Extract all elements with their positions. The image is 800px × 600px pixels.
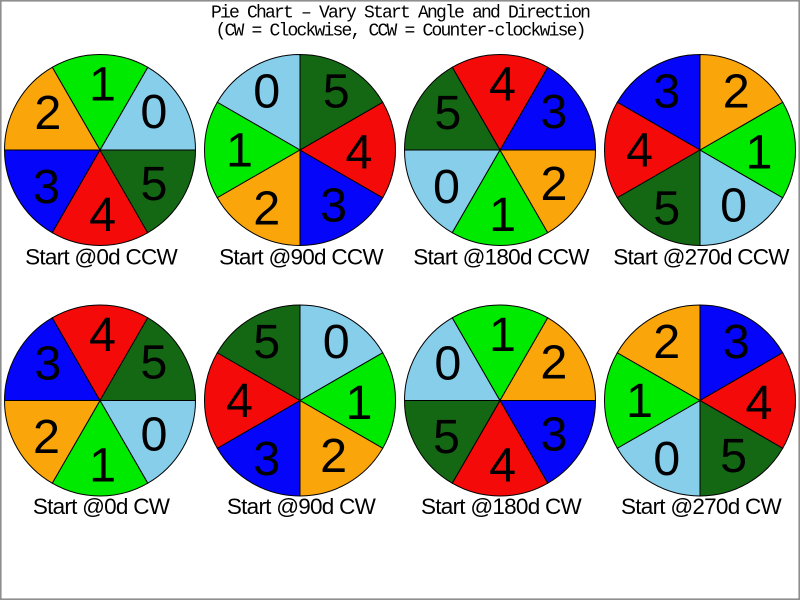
svg-text:Start @90d CCW: Start @90d CCW — [219, 245, 384, 270]
svg-text:0: 0 — [323, 315, 350, 369]
svg-text:Start @90d CW: Start @90d CW — [227, 494, 377, 519]
svg-text:0: 0 — [140, 85, 167, 139]
svg-text:1: 1 — [626, 374, 653, 428]
svg-text:Pie Chart – Vary Start Angle a: Pie Chart – Vary Start Angle and Directi… — [211, 4, 590, 24]
svg-text:3: 3 — [320, 179, 347, 233]
svg-text:2: 2 — [33, 410, 60, 464]
svg-text:5: 5 — [253, 315, 280, 369]
svg-text:5: 5 — [433, 410, 460, 464]
svg-text:Start @180d CCW: Start @180d CCW — [413, 245, 590, 270]
svg-text:1: 1 — [346, 376, 373, 430]
svg-text:Start @270d CCW: Start @270d CCW — [613, 245, 790, 270]
svg-text:1: 1 — [489, 308, 516, 362]
svg-text:2: 2 — [34, 86, 61, 140]
svg-text:2: 2 — [653, 315, 680, 369]
svg-text:3: 3 — [33, 160, 60, 214]
svg-text:4: 4 — [346, 126, 373, 180]
svg-text:0: 0 — [141, 408, 168, 462]
svg-text:2: 2 — [320, 429, 347, 483]
svg-text:0: 0 — [433, 160, 460, 214]
svg-text:3: 3 — [653, 65, 680, 119]
svg-text:(CW = Clockwise, CCW = Counter: (CW = Clockwise, CCW = Counter-clockwise… — [216, 22, 585, 42]
svg-text:2: 2 — [541, 157, 568, 211]
svg-text:Start @0d CCW: Start @0d CCW — [25, 245, 178, 270]
svg-text:4: 4 — [89, 188, 116, 242]
svg-text:0: 0 — [434, 336, 461, 390]
svg-text:5: 5 — [140, 335, 167, 389]
svg-text:1: 1 — [489, 188, 516, 242]
svg-text:1: 1 — [89, 438, 116, 492]
svg-text:5: 5 — [434, 86, 461, 140]
svg-text:4: 4 — [226, 374, 253, 428]
svg-text:2: 2 — [253, 181, 280, 235]
svg-text:0: 0 — [653, 432, 680, 486]
svg-text:3: 3 — [34, 336, 61, 390]
svg-text:1: 1 — [746, 126, 773, 180]
svg-text:Start @270d CW: Start @270d CW — [621, 494, 782, 519]
svg-text:Start @180d CW: Start @180d CW — [421, 494, 582, 519]
svg-text:5: 5 — [323, 65, 350, 119]
svg-text:5: 5 — [653, 181, 680, 235]
svg-text:4: 4 — [489, 438, 516, 492]
svg-text:3: 3 — [540, 85, 567, 139]
svg-text:5: 5 — [141, 157, 168, 211]
svg-text:1: 1 — [226, 124, 253, 178]
svg-text:4: 4 — [89, 308, 116, 362]
svg-text:4: 4 — [489, 57, 516, 111]
svg-text:1: 1 — [89, 57, 116, 111]
svg-text:2: 2 — [723, 65, 750, 119]
svg-text:3: 3 — [253, 432, 280, 486]
svg-text:3: 3 — [723, 315, 750, 369]
svg-text:3: 3 — [541, 408, 568, 462]
svg-text:0: 0 — [253, 65, 280, 119]
svg-text:0: 0 — [720, 179, 747, 233]
svg-text:4: 4 — [746, 376, 773, 430]
svg-text:Start @0d CW: Start @0d CW — [33, 494, 171, 519]
svg-text:2: 2 — [540, 335, 567, 389]
svg-text:5: 5 — [720, 429, 747, 483]
svg-text:4: 4 — [626, 124, 653, 178]
